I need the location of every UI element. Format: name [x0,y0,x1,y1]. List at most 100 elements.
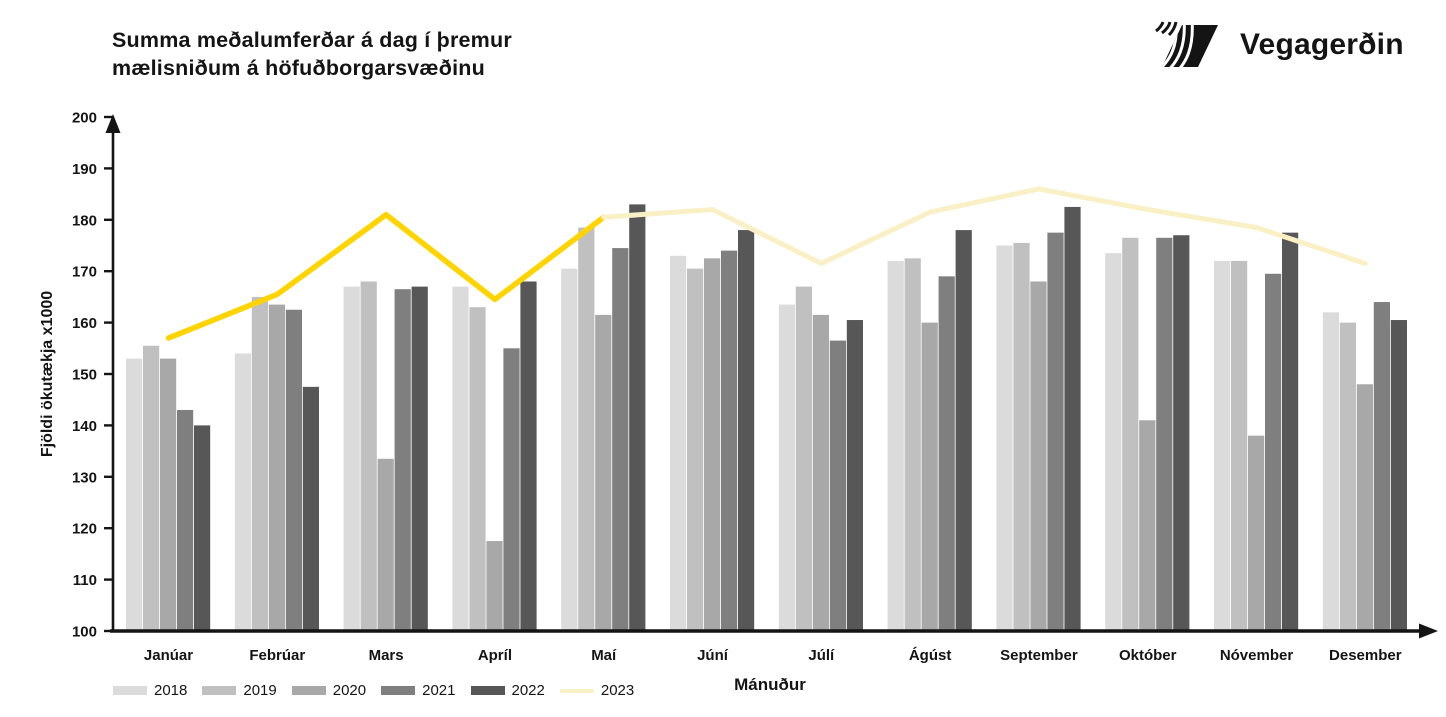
month-label-Apríl: Apríl [478,647,512,664]
bar-2018-Mars [343,286,360,631]
bar-2020-September [1030,281,1047,631]
bar-2020-Desember [1356,384,1373,631]
bar-2019-Desember [1339,322,1356,631]
y-tick-label-200: 200 [72,110,97,127]
bar-2019-Maí [578,227,595,631]
bar-2019-September [1013,242,1030,631]
bar-2022-Apríl [520,281,537,631]
bar-2022-Júlí [846,320,863,631]
y-tick-label-190: 190 [72,161,97,178]
bar-2022-Mars [411,286,428,631]
vegagerdin-logo-text: Vegagerðin [1240,28,1404,61]
bar-2022-Febrúar [302,386,319,631]
bar-2019-Ágúst [904,258,921,631]
y-tick-label-140: 140 [72,418,97,435]
x-axis-arrow [1419,623,1438,639]
bar-2020-Ágúst [921,322,938,631]
legend-line-swatch-2023 [559,688,594,693]
chart-title: Summa meðalumferðar á dag í þremur mælis… [112,26,512,83]
legend-item-2022: 2022 [470,682,545,699]
bar-2020-Janúar [160,358,177,631]
bar-2019-Júní [687,268,704,631]
legend-swatch-2021 [381,686,416,695]
month-label-Október: Október [1119,647,1177,664]
y-tick-label-130: 130 [72,469,97,486]
bar-2018-Ágúst [887,260,904,631]
bar-2019-Mars [360,281,377,631]
month-label-Febrúar: Febrúar [249,647,305,664]
bar-2021-Febrúar [285,309,302,631]
bar-2021-Maí [612,248,629,631]
legend-label-2018: 2018 [154,682,188,699]
bar-2018-Janúar [126,358,143,631]
bar-groups [126,204,1407,632]
bar-2020-Júlí [812,314,829,631]
bar-2020-Október [1139,420,1156,631]
y-axis-ticks: 100 110 120 130 140 150 160 170 180 190 200 [72,110,114,641]
y-tick-label-160: 160 [72,315,97,332]
y-tick-label-150: 150 [72,367,97,384]
legend-label-2019: 2019 [243,682,277,699]
bar-2020-Febrúar [268,304,285,631]
bar-2018-Maí [561,268,578,631]
bar-2020-Nóvember [1248,435,1265,631]
month-label-Mars: Mars [369,647,404,664]
bar-2019-Febrúar [251,296,268,631]
month-label-Nóvember: Nóvember [1220,647,1294,664]
bar-2018-Febrúar [234,353,251,631]
line-2023-segment-2 [601,186,1368,266]
bar-2018-Nóvember [1214,260,1231,631]
line-2023-segment-1 [165,211,607,341]
bar-2022-Október [1173,235,1190,631]
legend-label-2022: 2022 [511,682,545,699]
y-tick-label-180: 180 [72,212,97,229]
month-label-September: September [1000,647,1078,664]
bar-2022-Nóvember [1282,232,1299,631]
y-axis-title: Fjöldi ökutækja x1000 [39,291,56,457]
x-axis-title: Mánuður [734,675,806,694]
legend-swatch-2018 [113,686,147,695]
bar-2018-Apríl [452,286,469,631]
bar-2021-Mars [394,289,411,631]
bar-2021-Apríl [503,348,520,631]
bar-2019-Janúar [143,345,160,631]
vegagerdin-logo-icon [1155,21,1218,67]
bar-2018-Júní [670,255,687,631]
bar-2019-Nóvember [1231,260,1248,631]
bar-2022-September [1064,206,1081,631]
y-tick-label-110: 110 [73,572,97,589]
bar-2019-Apríl [469,307,486,631]
month-label-Júlí: Júlí [808,647,835,664]
month-label-Janúar: Janúar [144,647,193,664]
legend-swatch-2020 [291,686,326,695]
bar-2022-Maí [629,204,646,631]
bar-2020-Júní [704,258,721,631]
bar-2021-Desember [1373,302,1390,631]
bar-2021-Júní [721,250,738,631]
legend-swatch-2022 [470,686,505,695]
month-label-Ágúst: Ágúst [909,647,952,664]
bar-2021-September [1047,232,1064,631]
y-tick-label-120: 120 [72,521,97,538]
chart-title-line1: Summa meðalumferðar á dag í þremur [112,28,512,52]
bar-2022-Ágúst [955,230,972,631]
vegagerdin-logo: Vegagerðin [1148,20,1404,70]
bar-2019-Júlí [795,286,812,631]
month-label-Desember: Desember [1329,647,1402,664]
bar-2020-Mars [377,458,394,631]
y-tick-label-170: 170 [72,264,97,281]
bar-2021-Ágúst [938,276,955,631]
legend-label-2021: 2021 [422,682,456,699]
month-label-Júní: Júní [697,647,729,664]
legend-item-2021: 2021 [381,682,456,699]
bar-2021-Október [1156,237,1173,632]
chart-title-line2: mælisniðum á höfuðborgarsvæðinu [112,56,485,81]
bar-2021-Nóvember [1265,273,1282,631]
legend-item-2023: 2023 [559,682,634,699]
month-label-Maí: Maí [591,647,617,664]
legend-item-2018: 2018 [113,682,187,699]
bar-2022-Júní [738,230,755,631]
x-axis-labels: Janúar Febrúar Mars Apríl Maí Júní Júlí Ágúst Se… [144,647,1402,664]
